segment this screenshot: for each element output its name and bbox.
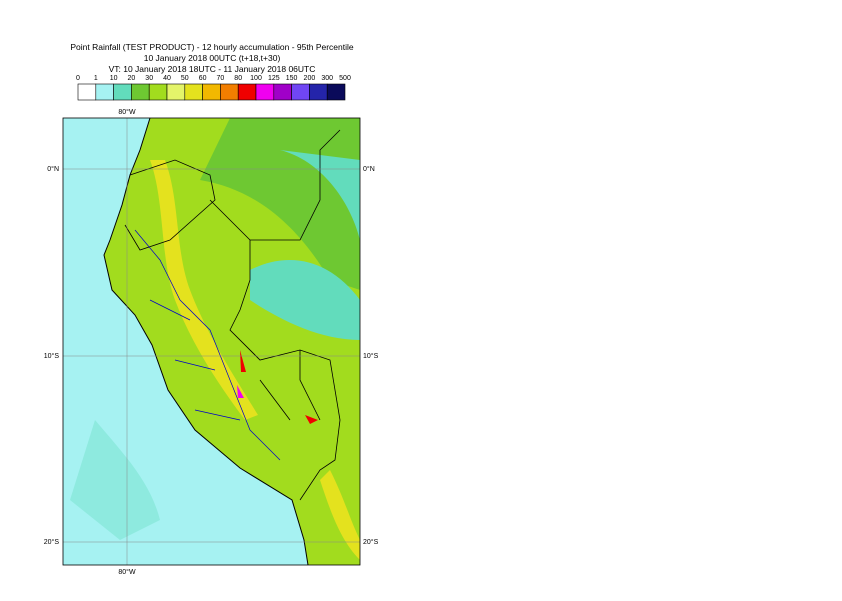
legend-tick-label: 500 — [339, 75, 351, 82]
ocean — [63, 410, 295, 565]
legend-box — [326, 83, 346, 101]
legend-tick-label: 50 — [181, 75, 189, 82]
legend-tick-label: 60 — [199, 75, 207, 82]
map-frame — [62, 117, 361, 566]
legend-box — [273, 83, 292, 101]
legend-tick-label: 300 — [321, 75, 333, 82]
legend-tick-label: 70 — [217, 75, 225, 82]
legend-tick-label: 125 — [268, 75, 280, 82]
rain-area — [150, 160, 258, 420]
lon-label: 80°W — [118, 568, 136, 576]
title-line: 10 January 2018 00UTC (t+18,t+30) — [144, 53, 281, 63]
legend-box — [237, 83, 257, 101]
legend-box — [77, 83, 97, 101]
legend-box — [255, 83, 275, 101]
legend-tick-label: 100 — [250, 75, 262, 82]
legend-box — [184, 83, 203, 101]
legend-tick-label: 80 — [234, 75, 242, 82]
lat-label: 10°S — [363, 352, 379, 360]
legend-tick-label: 1 — [94, 75, 98, 82]
legend-box — [131, 83, 150, 101]
legend-tick-label: 150 — [286, 75, 298, 82]
rain-max — [240, 350, 246, 372]
region-border — [134, 229, 281, 461]
rain-max — [305, 415, 318, 424]
lon-label: 80°W — [118, 108, 136, 116]
legend-box — [113, 83, 132, 101]
rain-area — [280, 150, 360, 240]
map — [63, 118, 360, 565]
legend-box — [309, 83, 328, 101]
legend-box — [291, 83, 310, 101]
legend-box — [202, 83, 221, 101]
legend-tick-label: 40 — [163, 75, 171, 82]
ocean-rain — [70, 420, 160, 540]
title-line: VT: 10 January 2018 18UTC - 11 January 2… — [109, 64, 316, 74]
lat-label: 20°S — [363, 538, 379, 546]
coastline — [103, 118, 309, 565]
rain-max — [237, 385, 244, 398]
legend-tick-label: 20 — [128, 75, 136, 82]
lat-label: 20°S — [44, 538, 60, 546]
legend-box — [220, 83, 239, 101]
legend-tick-label: 0 — [76, 75, 80, 82]
title-line: Point Rainfall (TEST PRODUCT) - 12 hourl… — [70, 42, 354, 52]
lat-label: 10°S — [44, 352, 60, 360]
rain-area — [320, 470, 360, 560]
legend-tick-label: 10 — [110, 75, 118, 82]
lat-label: 0°N — [363, 165, 375, 173]
legend: 0 1 10 20 30 40 50 60 70 80 100 125 150 200 300 500 — [76, 75, 351, 101]
legend-box — [148, 83, 168, 101]
legend-box — [95, 83, 114, 101]
border — [124, 129, 341, 501]
legend-tick-label: 30 — [145, 75, 153, 82]
legend-box — [166, 83, 186, 101]
legend-tick-label: 200 — [304, 75, 316, 82]
lat-label: 0°N — [47, 165, 59, 173]
rain-area — [250, 260, 360, 340]
